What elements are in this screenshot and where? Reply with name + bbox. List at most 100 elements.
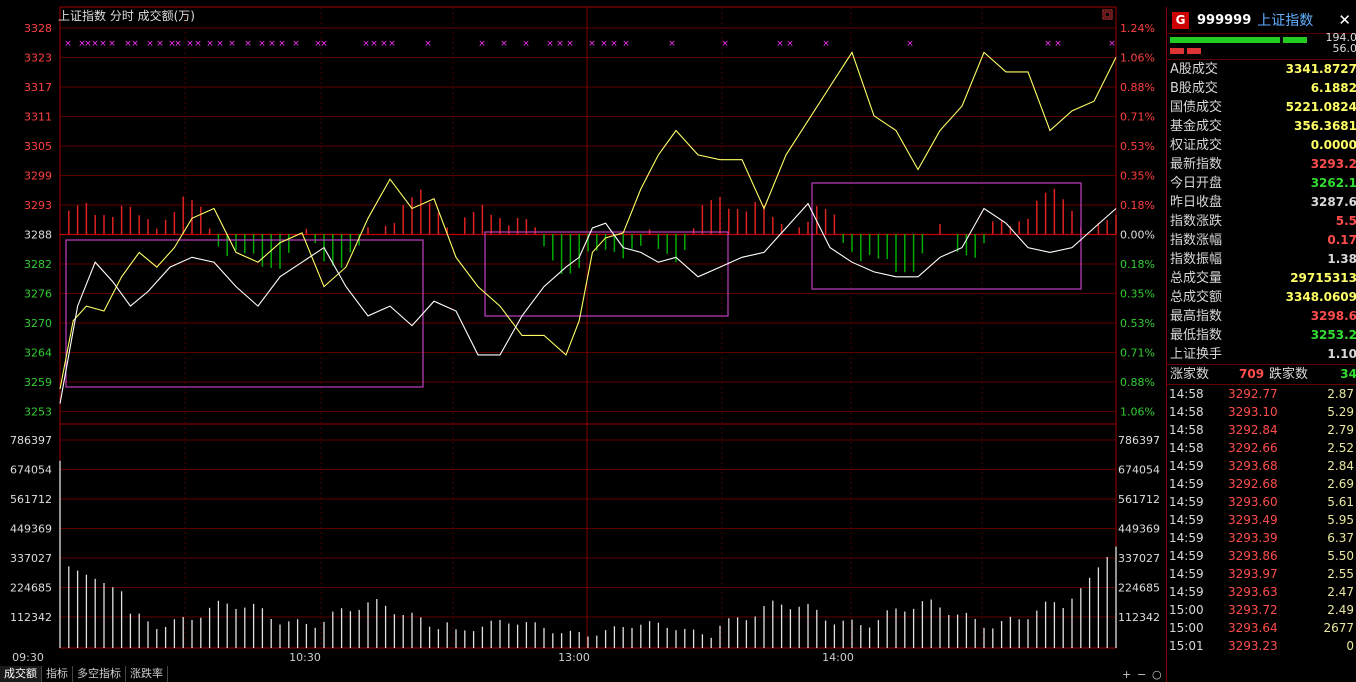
percent-tick-label: 0.88%: [1120, 81, 1155, 94]
strength-value-2: 56.0: [1332, 42, 1356, 55]
tick-list[interactable]: 14:58 3292.77 2.87 14:58 3293.10 5.29 14:58 329…: [1167, 385, 1356, 655]
tick-row: 14:59 3293.49 5.95: [1167, 511, 1356, 529]
price-tick-label: 3270: [24, 317, 52, 330]
price-tick-label: 3253: [24, 406, 52, 419]
time-axis-label: 10:30: [289, 651, 321, 664]
percent-tick-label: 0.71%: [1120, 347, 1155, 360]
trade-marker: ×: [362, 39, 370, 49]
bottom-indicator-tabs: 成交额 指标 多空指标 涨跌率: [0, 666, 168, 682]
quote-stat-row: 最新指数 3293.2: [1167, 155, 1356, 174]
quote-stat-value: 5.5: [1335, 214, 1356, 228]
quote-stat-label: 最低指数: [1170, 328, 1223, 343]
percent-tick-label: 0.18%: [1120, 258, 1155, 271]
trade-marker: ×: [786, 39, 794, 49]
volume-tick-label: 786397: [10, 434, 52, 447]
tick-row: 14:58 3293.10 5.29: [1167, 403, 1356, 421]
tick-volume: 2.84: [1327, 459, 1354, 473]
tab-turnover[interactable]: 成交额: [0, 666, 42, 682]
quote-stat-label: 总成交额: [1170, 290, 1223, 305]
intraday-chart[interactable]: 3328 1.24% 3323 1.06% 3317 0.88% 3311 0.71% 3305…: [0, 0, 1166, 682]
quote-stat-row: B股成交 6.1882: [1167, 79, 1356, 98]
volume-tick-label-right: 112342: [1118, 611, 1160, 624]
trade-marker: ×: [244, 39, 252, 49]
close-icon[interactable]: ✕: [1338, 11, 1351, 29]
tick-price: 3293.49: [1228, 513, 1278, 527]
price-tick-label: 3259: [24, 376, 52, 389]
quote-stat-value: 1.38: [1327, 252, 1356, 266]
time-axis-label: 13:00: [558, 651, 590, 664]
reset-icon[interactable]: ○: [1152, 668, 1162, 681]
quote-stat-label: 国债成交: [1170, 100, 1223, 115]
tick-row: 14:58 3292.66 2.52: [1167, 439, 1356, 457]
tick-time: 14:58: [1169, 405, 1204, 419]
tick-volume: 0: [1346, 639, 1354, 653]
quote-stat-row: 权证成交 0.0000: [1167, 136, 1356, 155]
g-badge-icon[interactable]: G: [1172, 11, 1189, 29]
volume-tick-label-right: 786397: [1118, 434, 1160, 447]
up-count-label: 涨家数: [1170, 367, 1210, 382]
trade-marker: ×: [588, 39, 596, 49]
quote-stat-label: B股成交: [1170, 81, 1218, 96]
tick-row: 15:01 3293.23 0: [1167, 637, 1356, 655]
strength-bar-2: 56.0: [1167, 42, 1356, 56]
tick-volume: 5.50: [1327, 549, 1354, 563]
tab-advance-decline[interactable]: 涨跌率: [126, 666, 168, 682]
tick-volume: 2.69: [1327, 477, 1354, 491]
price-tick-label: 3264: [24, 347, 52, 360]
quote-stat-row: 指数涨跌 5.5: [1167, 212, 1356, 231]
volume-tick-label-right: 561712: [1118, 493, 1160, 506]
trade-marker: ×: [258, 39, 266, 49]
tick-volume: 2.55: [1327, 567, 1354, 581]
quote-stat-label: 指数涨幅: [1170, 233, 1223, 248]
trade-marker: ×: [721, 39, 729, 49]
trade-marker: ×: [500, 39, 508, 49]
quote-panel: G 999999 上证指数 ✕ 194.0 56.0 A股成交 3341.8727…: [1166, 7, 1356, 682]
tick-price: 3293.23: [1228, 639, 1278, 653]
quote-stat-row: 总成交量 29715313: [1167, 269, 1356, 288]
tick-time: 14:58: [1169, 423, 1204, 437]
trade-marker: ×: [370, 39, 378, 49]
chart-frame: [59, 6, 1117, 649]
trade-marker: ×: [622, 39, 630, 49]
quote-stat-value: 0.17: [1327, 233, 1356, 247]
volume-tick-label: 112342: [10, 611, 52, 624]
zoom-out-icon[interactable]: −: [1137, 668, 1146, 681]
quote-stat-label: A股成交: [1170, 62, 1218, 77]
trade-marker: ×: [124, 39, 132, 49]
volume-tick-label: 449369: [10, 523, 52, 536]
down-count-label: 跌家数: [1269, 367, 1309, 382]
percent-tick-label: 1.24%: [1120, 22, 1155, 35]
trade-marker: ×: [610, 39, 618, 49]
quote-stat-row: 指数振幅 1.38: [1167, 250, 1356, 269]
tick-price: 3293.39: [1228, 531, 1278, 545]
trade-marker: ×: [380, 39, 388, 49]
tick-time: 15:00: [1169, 621, 1204, 635]
index-name: 上证指数: [1257, 13, 1314, 29]
quote-stat-label: 昨日收盘: [1170, 195, 1223, 210]
zoom-in-icon[interactable]: +: [1122, 668, 1131, 681]
tab-long-short[interactable]: 多空指标: [73, 666, 126, 682]
price-tick-label: 3288: [24, 229, 52, 242]
tick-row: 15:00 3293.72 2.49: [1167, 601, 1356, 619]
tick-time: 14:59: [1169, 567, 1204, 581]
trade-marker: ×: [314, 39, 322, 49]
maximize-icon: [1102, 9, 1113, 20]
price-tick-label: 3293: [24, 199, 52, 212]
quote-stat-label: 上证换手: [1170, 347, 1223, 362]
trade-marker: ×: [478, 39, 486, 49]
strength-bar-1: 194.0: [1167, 31, 1356, 45]
quote-stat-row: 最高指数 3298.6: [1167, 307, 1356, 326]
percent-tick-label: 0.53%: [1120, 140, 1155, 153]
time-axis-label: 09:30: [12, 651, 44, 664]
quote-stat-value: 3253.2: [1310, 328, 1356, 342]
tick-price: 3293.64: [1228, 621, 1278, 635]
percent-tick-label: 0.35%: [1120, 170, 1155, 183]
tab-indicator[interactable]: 指标: [42, 666, 73, 682]
price-tick-label: 3311: [24, 111, 52, 124]
percent-tick-label: 1.06%: [1120, 406, 1155, 419]
volume-tick-label-right: 337027: [1118, 552, 1160, 565]
time-axis-label: 14:00: [822, 651, 854, 664]
tick-volume: 2.79: [1327, 423, 1354, 437]
quote-stat-label: 指数振幅: [1170, 252, 1223, 267]
quote-stat-row: A股成交 3341.8727: [1167, 60, 1356, 79]
